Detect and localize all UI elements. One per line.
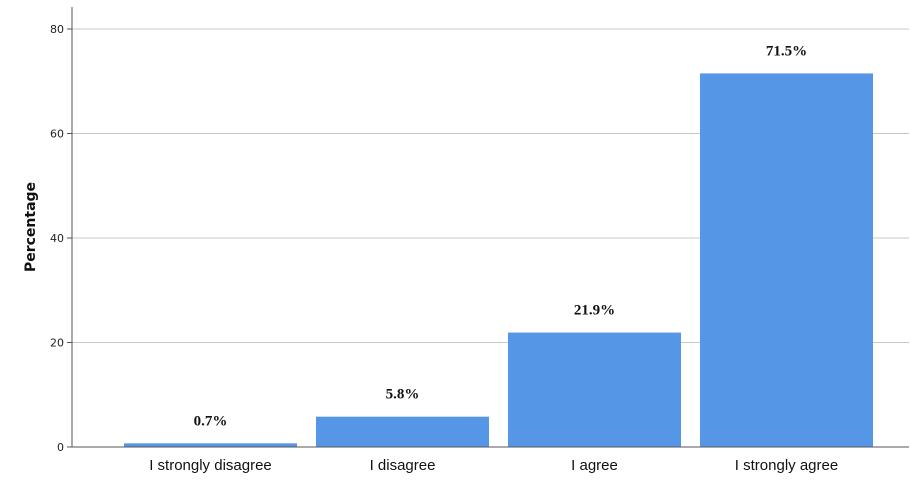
bar (316, 416, 489, 447)
data-label: 0.7% (194, 413, 228, 429)
category-label: I disagree (370, 457, 436, 474)
data-label: 5.8% (386, 387, 420, 403)
category-labels: I strongly disagree I disagree I agree I st… (149, 457, 838, 474)
category-label: I strongly agree (735, 457, 838, 474)
bar (124, 443, 297, 447)
y-tick-label: 40 (50, 232, 64, 245)
y-tick-label: 0 (57, 441, 64, 454)
y-tick-label: 60 (50, 128, 64, 141)
category-label: I strongly disagree (149, 457, 272, 474)
y-tick-labels: 0 20 40 60 80 (50, 23, 72, 454)
bars (124, 73, 873, 447)
data-label: 71.5% (766, 43, 807, 59)
bar (700, 73, 873, 447)
y-tick-label: 80 (50, 23, 64, 36)
data-label: 21.9% (574, 303, 615, 319)
y-axis-title: Percentage (23, 182, 39, 272)
axes (71, 7, 909, 448)
y-tick-label: 20 (50, 337, 64, 350)
data-labels: 0.7% 5.8% 21.9% 71.5% (194, 43, 808, 429)
category-label: I agree (571, 457, 618, 474)
bar (508, 332, 681, 447)
